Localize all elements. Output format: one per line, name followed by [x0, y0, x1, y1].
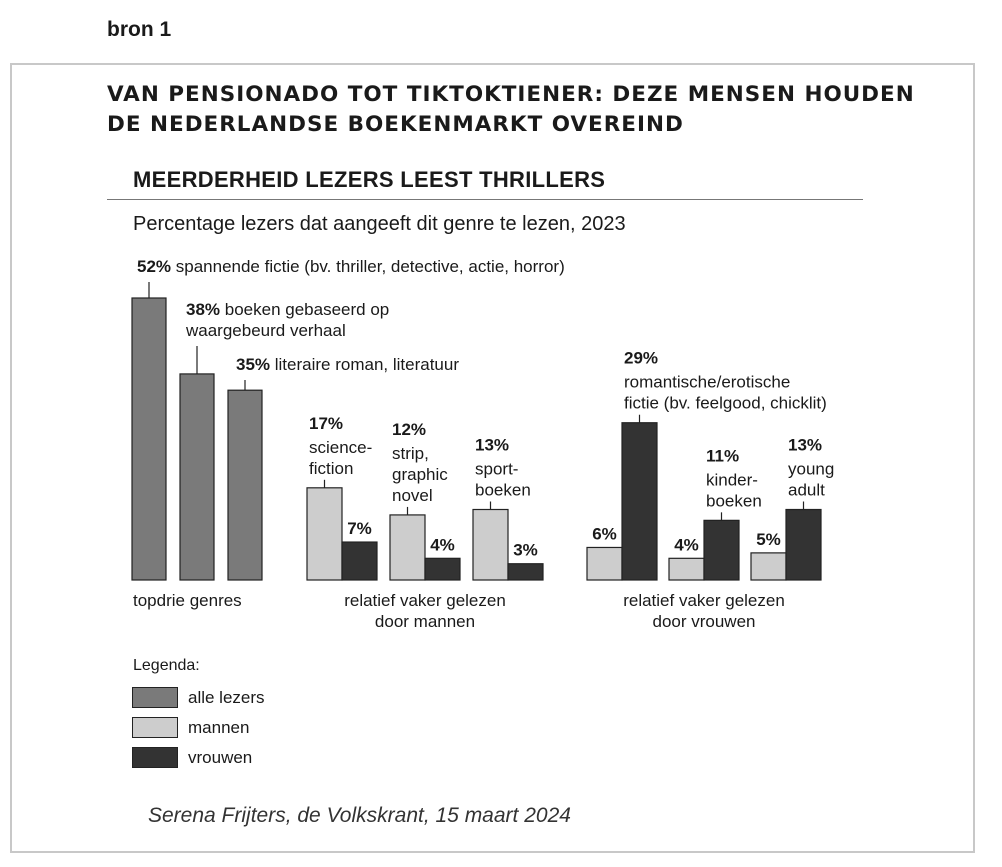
bar-vrouwen-2-1: [621, 422, 658, 581]
bar-mannen-2-3: [750, 552, 787, 581]
bar-mannen-1-3: [472, 508, 509, 581]
value-label-high-2-2: 11%: [706, 446, 739, 465]
group-label-2-line-1: relatief vaker gelezen: [623, 591, 785, 610]
value-label-high-1-1: 17%: [309, 414, 343, 433]
article-headline: VAN PENSIONADO TOT TIKTOKTIENER: DEZE ME…: [107, 82, 915, 137]
value-label-low-2-1: 6%: [592, 524, 617, 543]
group-label-1-line-1: relatief vaker gelezen: [344, 591, 506, 610]
bar-mannen-1-1: [306, 487, 343, 581]
bar-vrouwen-1-1: [341, 541, 378, 581]
value-label-high-1-2: 12%: [392, 420, 426, 439]
value-label-low-2-3: 5%: [756, 530, 781, 549]
value-label-low-1-1: 7%: [347, 519, 372, 538]
legend-title: Legenda:: [133, 657, 200, 674]
genre-label-1-1-line-1: science-: [309, 438, 372, 457]
genre-label-1-2-line-1: strip,: [392, 444, 429, 463]
group-label-2-line-2: door vrouwen: [652, 612, 755, 631]
value-label-high-1-3: 13%: [475, 436, 509, 455]
genre-label-1-2-line-2: graphic: [392, 465, 448, 484]
bar-mannen-1-2: [389, 514, 426, 581]
legend-label-alle-lezers: alle lezers: [188, 688, 265, 707]
legend-swatch-alle-lezers: [132, 687, 178, 708]
bar-vrouwen-1-2: [424, 557, 461, 581]
genre-label-1-2-line-3: novel: [392, 486, 433, 505]
genre-label-2-2-line-2: boeken: [706, 491, 762, 510]
genre-label-1-3-line-2: boeken: [475, 481, 531, 500]
source-label: bron 1: [107, 18, 172, 41]
value-label-high-2-3: 13%: [788, 436, 822, 455]
figure-frame: [10, 63, 975, 853]
group-label-1-line-2: door mannen: [375, 612, 475, 631]
genre-label-2-1-line-2: fictie (bv. feelgood, chicklit): [624, 394, 827, 413]
title-divider: [107, 199, 863, 200]
genre-label-2-line-2: waargebeurd verhaal: [185, 321, 346, 340]
genre-label-2-2-line-1: kinder-: [706, 470, 758, 489]
legend-swatch-mannen: [132, 717, 178, 738]
bar-chart: 52% spannende fictie (bv. thriller, dete…: [131, 257, 834, 631]
value-label-alle-lezers-3: 35% literaire roman, literatuur: [236, 355, 459, 374]
bar-vrouwen-2-2: [703, 519, 740, 581]
bar-mannen-2-1: [586, 546, 623, 581]
legend-swatch-vrouwen: [132, 747, 178, 768]
value-label-alle-lezers-2: 38% boeken gebaseerd op: [186, 300, 389, 319]
value-label-alle-lezers-1: 52% spannende fictie (bv. thriller, dete…: [137, 257, 565, 276]
genre-label-1: spannende fictie (bv. thriller, detectiv…: [171, 257, 565, 276]
value-label-low-2-2: 4%: [674, 535, 699, 554]
bar-alle-lezers-3: [227, 389, 263, 581]
value-label-high-2-1: 29%: [624, 349, 658, 368]
chart-title: MEERDERHEID LEZERS LEEST THRILLERS: [133, 167, 606, 192]
bar-alle-lezers-1: [131, 297, 167, 581]
genre-label-2-1-line-1: romantische/erotische: [624, 373, 790, 392]
bar-alle-lezers-2: [179, 373, 215, 581]
value-label-low-1-3: 3%: [513, 541, 538, 560]
source-credit: Serena Frijters, de Volkskrant, 15 maart…: [148, 804, 571, 827]
legend-label-mannen: mannen: [188, 718, 250, 737]
bar-vrouwen-2-3: [785, 508, 822, 581]
bar-vrouwen-1-3: [507, 563, 544, 581]
bar-mannen-2-2: [668, 557, 705, 581]
genre-label-1-1-line-2: fiction: [309, 459, 353, 478]
genre-label-2: boeken gebaseerd op: [220, 300, 389, 319]
genre-label-2-3-line-2: adult: [788, 481, 825, 500]
group-label-topdrie: topdrie genres: [133, 591, 242, 610]
value-label-low-1-2: 4%: [430, 535, 455, 554]
genre-label-1-3-line-1: sport-: [475, 460, 518, 479]
chart-subtitle: Percentage lezers dat aangeeft dit genre…: [133, 213, 626, 235]
legend-label-vrouwen: vrouwen: [188, 748, 253, 767]
genre-label-2-3-line-1: young: [788, 460, 834, 479]
genre-label-3: literaire roman, literatuur: [270, 355, 459, 374]
